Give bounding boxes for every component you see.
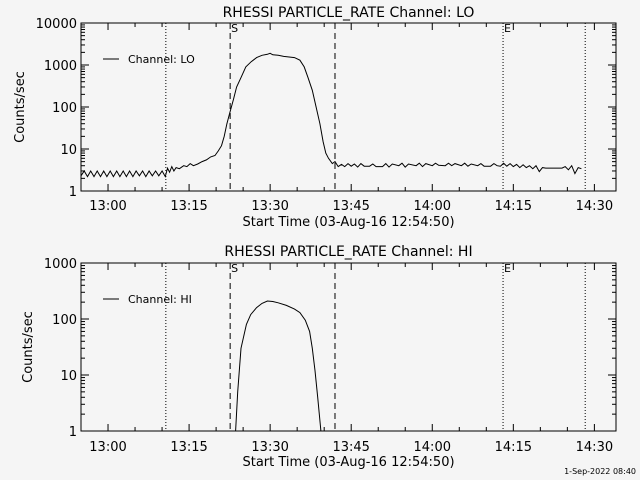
- event-marker-label: E: [504, 22, 511, 35]
- chart-title: RHESSI PARTICLE_RATE Channel: LO: [223, 5, 475, 21]
- x-axis-label: Start Time (03-Aug-16 12:54:50): [242, 455, 454, 470]
- y-tick-label: 10000: [36, 17, 77, 32]
- y-tick-label: 1000: [44, 257, 77, 272]
- x-tick-label: 14:15: [495, 440, 532, 455]
- x-tick-label: 13:00: [89, 440, 126, 455]
- chart-title: RHESSI PARTICLE_RATE Channel: HI: [224, 244, 472, 260]
- x-tick-label: 13:30: [251, 199, 288, 214]
- plot-frame: [80, 262, 617, 432]
- plot-panel-lo: RHESSI PARTICLE_RATE Channel: LO 13:00 13:…: [13, 5, 617, 230]
- x-tick-label: 13:30: [251, 440, 288, 455]
- y-axis-label: Counts/sec: [21, 311, 36, 383]
- x-tick-label: 13:45: [332, 440, 369, 455]
- y-tick-label: 10: [60, 143, 77, 158]
- x-tick-label: 14:30: [576, 199, 613, 214]
- event-marker-label: S: [231, 262, 238, 275]
- x-tick-label: 13:15: [170, 199, 207, 214]
- event-marker-label: E: [504, 262, 511, 275]
- plot-panel-hi: RHESSI PARTICLE_RATE Channel: HI 13:00 13:…: [21, 244, 617, 470]
- y-tick-label: 1: [69, 185, 77, 200]
- series-line-lo: [80, 52, 582, 178]
- y-tick-label: 1000: [44, 59, 77, 74]
- legend-label: Channel: HI: [128, 293, 192, 306]
- x-axis-label: Start Time (03-Aug-16 12:54:50): [242, 215, 454, 230]
- x-tick-label: 14:00: [414, 440, 451, 455]
- x-tick-label: 14:15: [495, 199, 532, 214]
- y-tick-label: 10: [60, 369, 77, 384]
- legend-label: Channel: LO: [128, 53, 195, 66]
- y-tick-label: 100: [52, 101, 77, 116]
- series-line-hi: [235, 300, 322, 432]
- x-tick-label: 13:45: [332, 199, 369, 214]
- y-tick-label: 100: [52, 313, 77, 328]
- y-axis-label: Counts/sec: [13, 71, 28, 143]
- x-tick-label: 14:30: [576, 440, 613, 455]
- event-marker-label: S: [231, 22, 238, 35]
- footer-timestamp: 1-Sep-2022 08:40: [564, 467, 636, 476]
- x-tick-label: 13:15: [170, 440, 207, 455]
- x-tick-label: 14:00: [414, 199, 451, 214]
- y-tick-label: 1: [69, 425, 77, 440]
- x-tick-label: 13:00: [89, 199, 126, 214]
